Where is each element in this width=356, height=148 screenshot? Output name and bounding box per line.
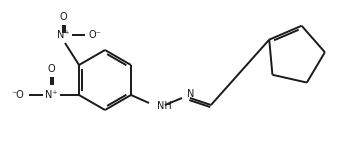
Text: ⁻O: ⁻O [12, 90, 25, 100]
Text: O: O [59, 12, 67, 22]
Text: N⁺: N⁺ [45, 90, 57, 100]
Text: O: O [47, 64, 55, 74]
Text: N⁺: N⁺ [57, 30, 69, 40]
Text: O⁻: O⁻ [89, 30, 101, 40]
Text: NH: NH [157, 101, 172, 111]
Text: N: N [187, 89, 194, 99]
